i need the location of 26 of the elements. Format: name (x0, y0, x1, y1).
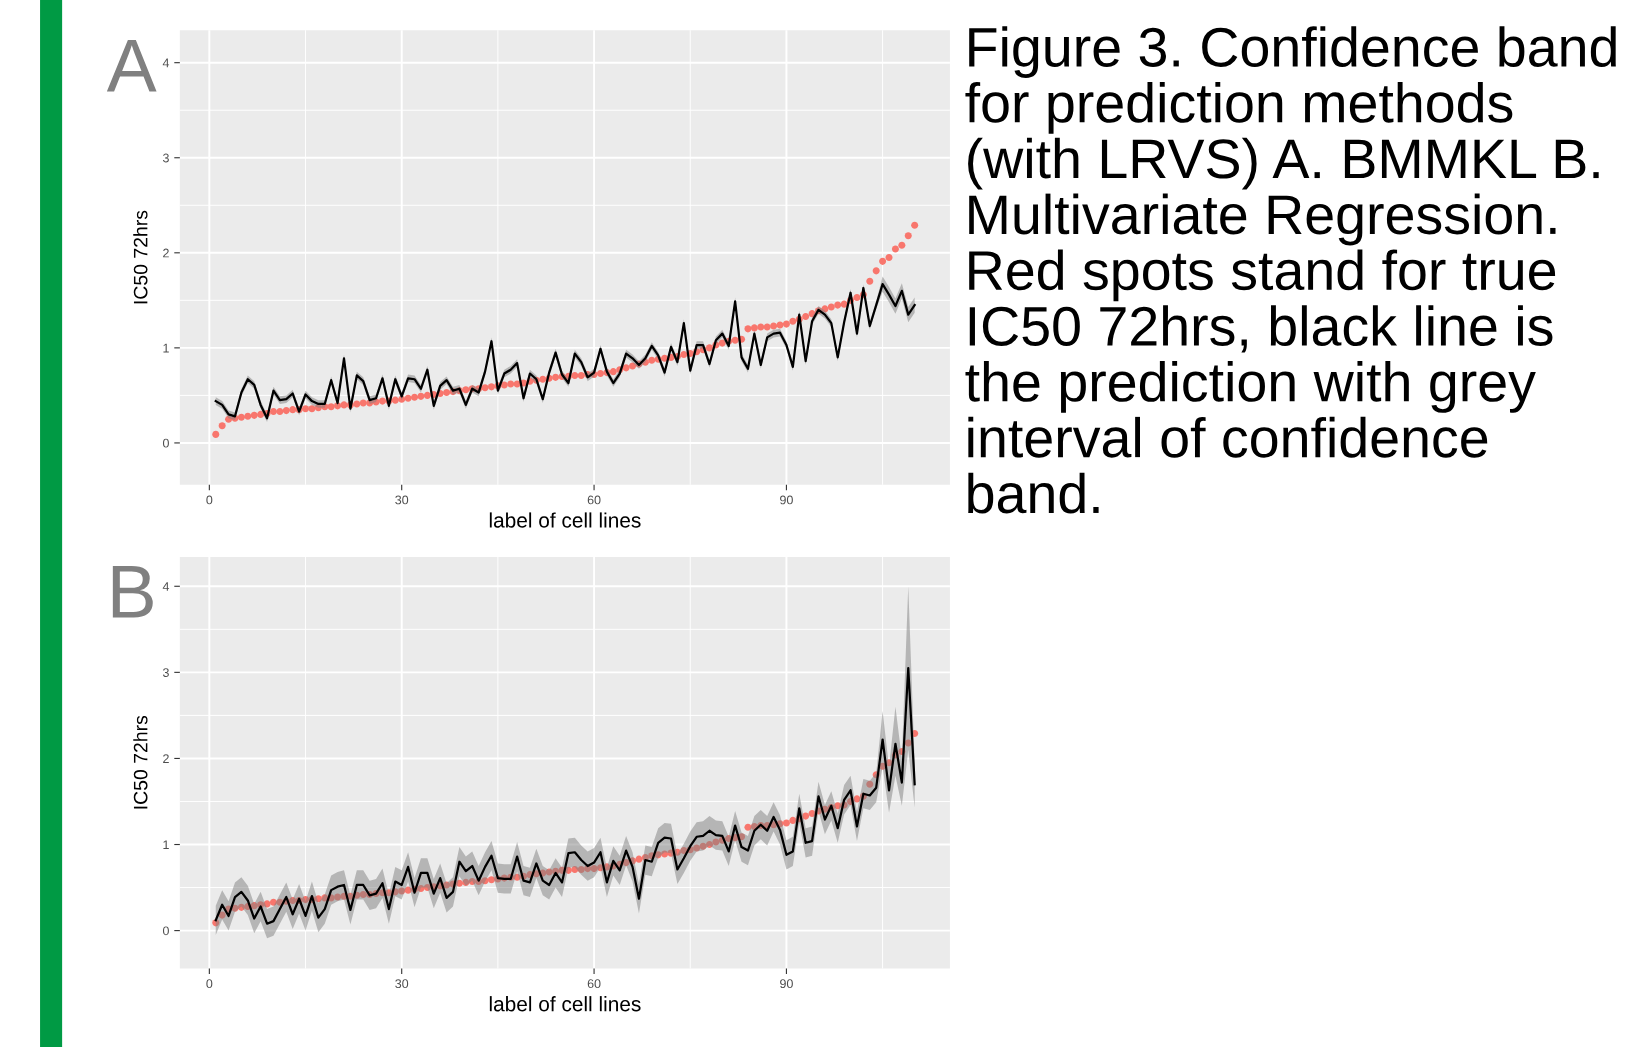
text: Figure 3. Confidence band for prediction methods (with LRVS) A. BMMKL B. Multivariate Regression. Red spots stand for true IC50 72hrs, black line is the prediction with grey interval of confidence band. (965, 26, 1616, 514)
x-tick-label: 60 (587, 495, 601, 505)
y-tick-label: 4 (162, 58, 170, 68)
x-tick-label: 30 (395, 495, 409, 505)
x-axis-title: label of cell lines (489, 512, 641, 528)
y-tick-label: 1 (163, 343, 169, 353)
x-tick-label: 90 (780, 495, 793, 505)
text: A (106, 39, 157, 92)
y-tick-label: 2 (163, 248, 169, 258)
x-tick-label: 0 (206, 979, 213, 989)
x-tick-label: 90 (780, 979, 793, 989)
y-tick-label: 3 (162, 668, 169, 678)
y-tick-label: 4 (162, 582, 170, 591)
y-axis-title: IC50 72hrs (133, 715, 148, 809)
x-tick-label: 0 (206, 495, 213, 505)
y-tick-label: 3 (162, 153, 169, 163)
y-tick-label: 0 (162, 438, 169, 448)
line-series (214, 666, 916, 925)
y-axis-title: IC50 72hrs (133, 210, 148, 304)
x-tick-label: 30 (395, 979, 409, 989)
x-tick-label: 60 (587, 979, 601, 989)
text: B (112, 565, 153, 618)
y-tick-label: 0 (162, 926, 169, 936)
y-tick-label: 1 (163, 840, 169, 850)
x-axis-title: label of cell lines (489, 996, 641, 1012)
y-tick-label: 2 (163, 754, 169, 763)
